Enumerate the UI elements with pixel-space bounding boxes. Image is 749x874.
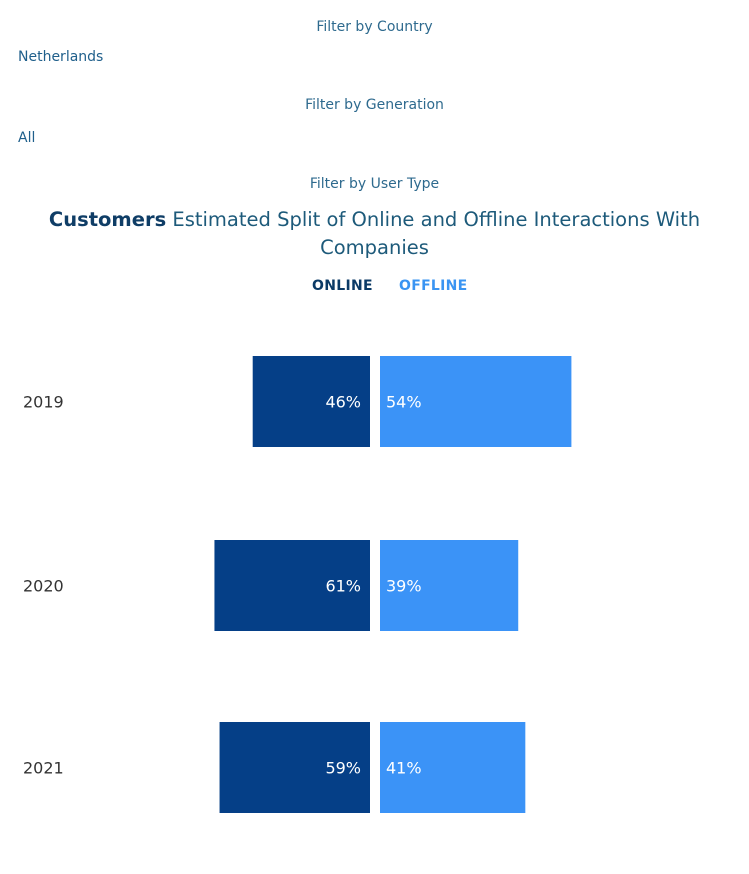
- bar-online-2019[interactable]: [252, 356, 370, 447]
- bar-label-offline-2021: 41%: [386, 759, 422, 778]
- year-label-2019: 2019: [23, 393, 64, 412]
- bar-label-offline-2019: 54%: [386, 393, 422, 412]
- bar-label-offline-2020: 39%: [386, 577, 422, 596]
- legend-online[interactable]: ONLINE: [312, 278, 373, 294]
- year-label-2020: 2020: [23, 577, 64, 596]
- chart-title: Customers Estimated Split of Online and …: [40, 206, 709, 262]
- year-label-2021: 2021: [23, 759, 64, 778]
- bar-label-online-2020: 61%: [325, 577, 361, 596]
- bar-label-online-2021: 59%: [325, 759, 361, 778]
- filter-country-value[interactable]: Netherlands: [18, 49, 104, 65]
- bar-offline-2020[interactable]: [380, 540, 519, 631]
- bar-online-2020[interactable]: [214, 540, 370, 631]
- legend-offline[interactable]: OFFLINE: [399, 278, 468, 294]
- bar-offline-2019[interactable]: [380, 356, 572, 447]
- bar-offline-2021[interactable]: [380, 722, 526, 813]
- filter-country-label: Filter by Country: [316, 19, 433, 35]
- bar-chart: 2019 46% 54% 2020 61% 39% 2021 59% 41%: [23, 356, 572, 813]
- chart-title-rest: Estimated Split of Online and Offline In…: [166, 208, 701, 259]
- filter-generation-value[interactable]: All: [18, 130, 36, 146]
- bar-label-online-2019: 46%: [325, 393, 361, 412]
- chart-title-emphasis: Customers: [48, 208, 167, 231]
- filter-user-type-label: Filter by User Type: [309, 176, 440, 192]
- bar-online-2021[interactable]: [219, 722, 370, 813]
- filter-generation-label: Filter by Generation: [305, 97, 444, 113]
